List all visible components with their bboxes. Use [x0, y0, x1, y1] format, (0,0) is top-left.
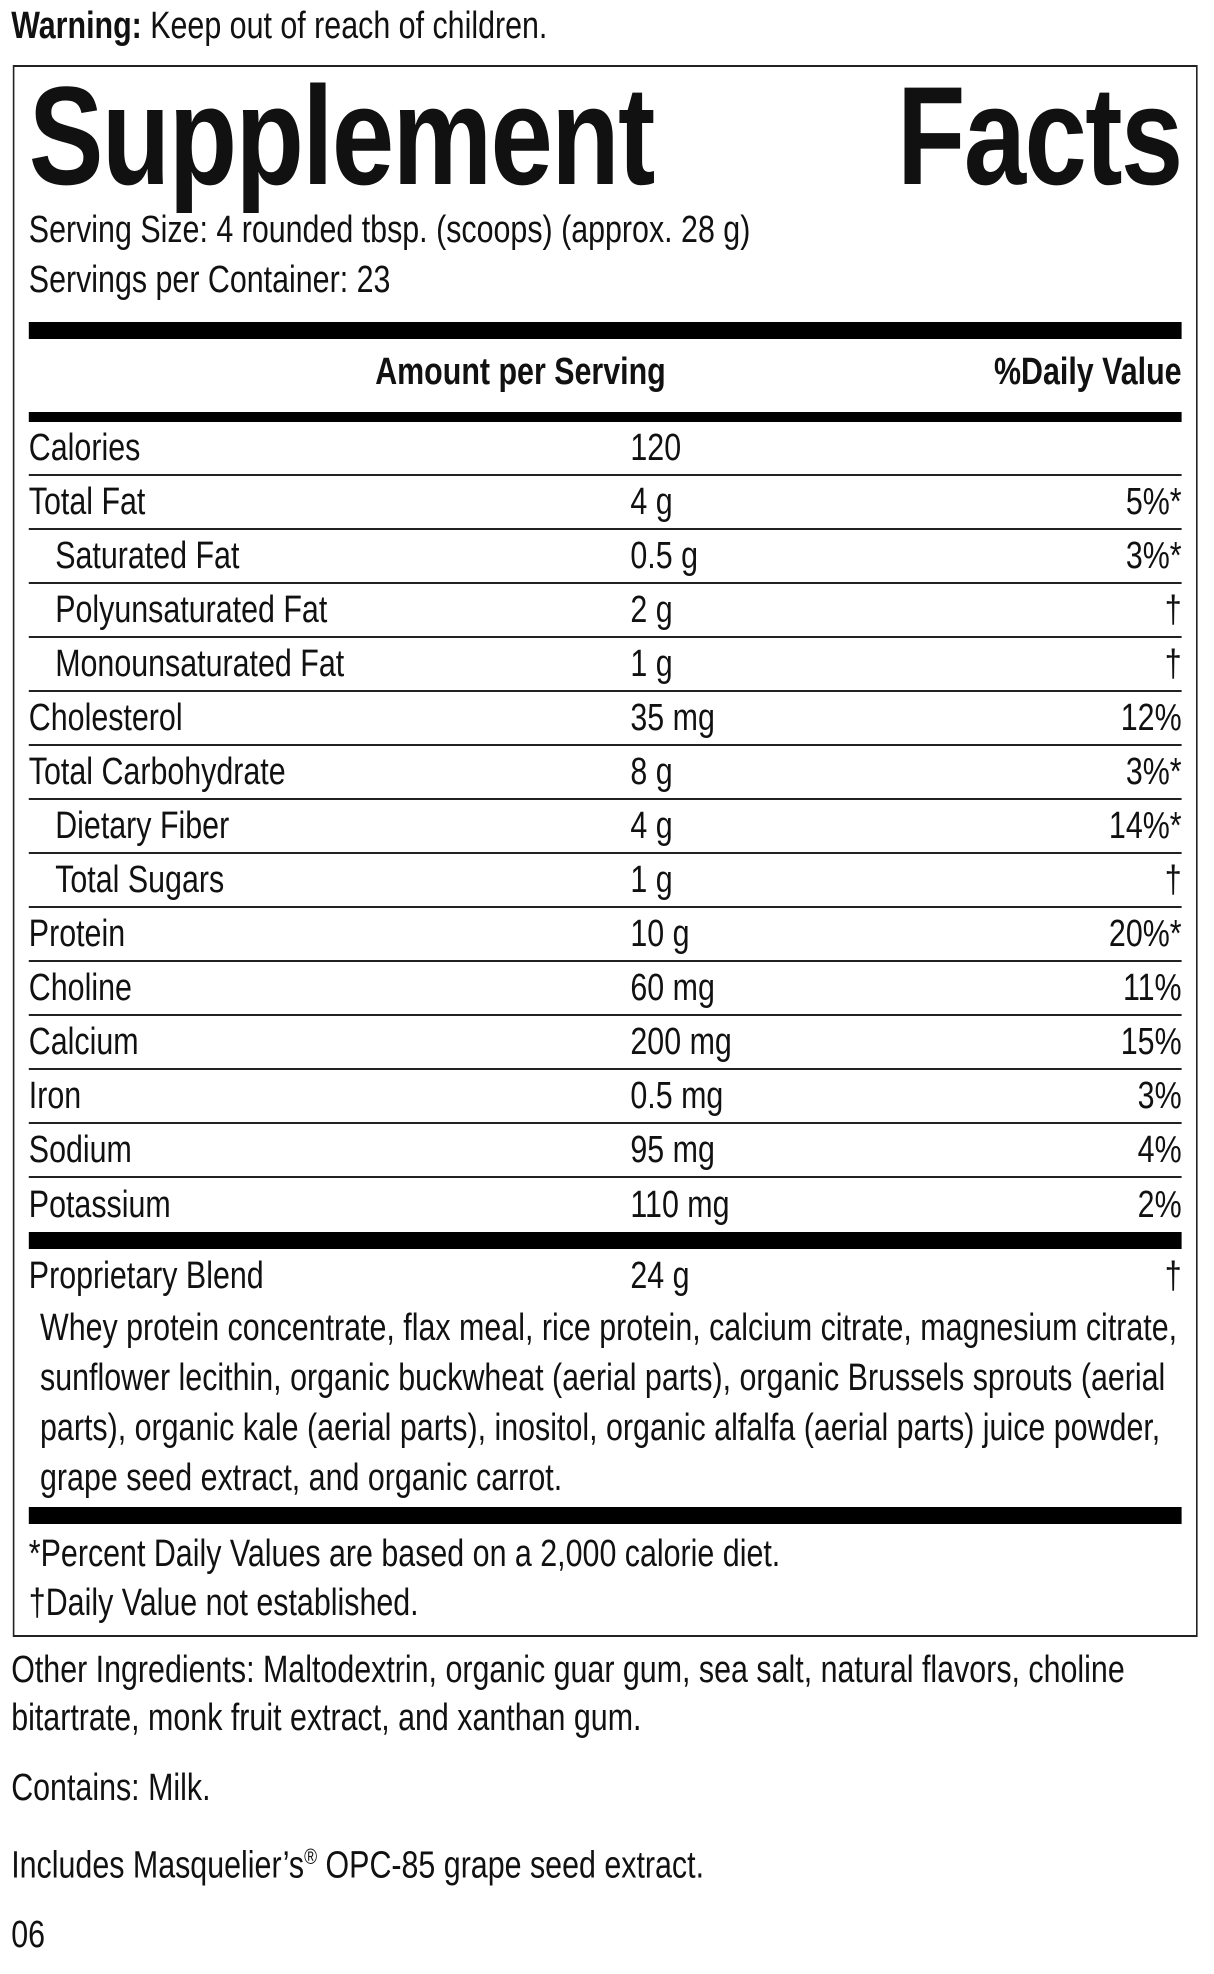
header-row: Amount per Serving %Daily Value — [29, 339, 1182, 405]
nutrient-name: Choline — [28, 966, 132, 1009]
nutrient-name: Iron — [28, 1074, 82, 1117]
nutrient-row: Monounsaturated Fat 1 g † — [28, 638, 1182, 692]
amount: 8 g — [630, 750, 673, 793]
nutrient-name: Cholesterol — [28, 696, 183, 739]
amount: 35 mg — [630, 696, 715, 739]
amount: 95 mg — [630, 1128, 715, 1171]
amount: 2 g — [630, 588, 673, 631]
amount: 4 g — [630, 804, 673, 847]
blend-ingredients: Whey protein concentrate, flax meal, ric… — [40, 1307, 1178, 1499]
daily-value: 20%* — [1108, 912, 1182, 955]
nutrient-row: Calories 120 — [28, 422, 1182, 476]
nutrient-rows: Calories 120 Total Fat 4 g 5%* Saturated Fat 0… — [28, 422, 1182, 1232]
nutrient-row: Total Carbohydrate 8 g 3%* — [28, 746, 1182, 800]
daily-value: 2% — [1137, 1183, 1182, 1226]
warning-label: Warning: — [11, 5, 142, 47]
footnote: *Percent Daily Values are based on a 2,0… — [28, 1533, 781, 1575]
thick-rule — [28, 1232, 1182, 1249]
daily-value: 4% — [1137, 1128, 1182, 1171]
nutrient-row: Total Sugars 1 g † — [28, 854, 1182, 908]
nutrient-name: Calcium — [28, 1020, 139, 1063]
amount-header: Amount per Serving — [375, 350, 666, 393]
nutrient-row: Polyunsaturated Fat 2 g † — [28, 584, 1182, 638]
nutrient-name: Calories — [28, 426, 141, 469]
nutrient-row: Total Fat 4 g 5%* — [28, 476, 1182, 530]
amount: 110 mg — [630, 1183, 730, 1226]
amount: 1 g — [630, 642, 673, 685]
footnote: †Daily Value not established. — [28, 1582, 419, 1624]
daily-value: † — [1164, 642, 1182, 685]
blend-row: Proprietary Blend 24 g † — [29, 1249, 1182, 1303]
nutrient-name: Saturated Fat — [55, 534, 240, 577]
daily-value: 5%* — [1125, 480, 1182, 523]
amount: 120 — [630, 426, 682, 469]
amount: 1 g — [630, 858, 673, 901]
daily-value: 3% — [1137, 1074, 1182, 1117]
contains: Contains: Milk. — [11, 1767, 211, 1809]
nutrient-row: Calcium 200 mg 15% — [28, 1016, 1182, 1070]
nutrient-row: Dietary Fiber 4 g 14%* — [28, 800, 1182, 854]
warning: Warning: Keep out of reach of children. — [0, 0, 1214, 52]
other-ingredients: Other Ingredients: Maltodextrin, organic… — [11, 1649, 1125, 1739]
nutrient-row: Protein 10 g 20%* — [28, 908, 1182, 962]
includes: Includes Masquelier’s® OPC-85 grape seed… — [0, 1833, 1214, 1890]
thick-rule — [28, 322, 1182, 339]
nutrient-row: Potassium 110 mg 2% — [29, 1178, 1182, 1232]
amount: 200 mg — [630, 1020, 732, 1063]
nutrient-row: Choline 60 mg 11% — [28, 962, 1182, 1016]
registered-mark: ® — [304, 1844, 318, 1869]
daily-value: 14%* — [1108, 804, 1182, 847]
facts-panel: Supplement Facts Serving Size: 4 rounded… — [12, 57, 1198, 1637]
daily-value: 3%* — [1125, 750, 1182, 793]
daily-value-header: %Daily Value — [994, 350, 1182, 393]
serving-size: Serving Size: 4 rounded tbsp. (scoops) (… — [28, 209, 751, 251]
daily-value: † — [1164, 588, 1182, 631]
thick-rule — [28, 1507, 1182, 1524]
amount: 0.5 g — [630, 534, 699, 577]
servings-per-container: Servings per Container: 23 — [28, 259, 391, 301]
nutrient-name: Total Fat — [28, 480, 146, 523]
warning-text: Keep out of reach of children. — [150, 5, 548, 47]
nutrient-name: Potassium — [28, 1183, 171, 1226]
nutrient-name: Total Carbohydrate — [28, 750, 286, 793]
amount: 10 g — [630, 912, 690, 955]
daily-value: 12% — [1120, 696, 1182, 739]
includes-text: Includes Masquelier’s — [11, 1844, 305, 1887]
nutrient-name: Monounsaturated Fat — [55, 642, 345, 685]
daily-value: 15% — [1120, 1020, 1182, 1063]
daily-value: 3%* — [1125, 534, 1182, 577]
code: 06 — [11, 1913, 46, 1956]
nutrient-name: Protein — [28, 912, 126, 955]
nutrient-row: Saturated Fat 0.5 g 3%* — [28, 530, 1182, 584]
amount: 4 g — [630, 480, 673, 523]
daily-value: † — [1164, 858, 1182, 901]
nutrient-row: Sodium 95 mg 4% — [28, 1124, 1182, 1178]
nutrient-name: Sodium — [28, 1128, 132, 1171]
amount: 24 g — [630, 1254, 690, 1297]
includes-text: OPC-85 grape seed extract. — [317, 1844, 705, 1887]
nutrient-row: Cholesterol 35 mg 12% — [28, 692, 1182, 746]
nutrient-name: Proprietary Blend — [28, 1254, 264, 1297]
nutrient-row: Iron 0.5 mg 3% — [28, 1070, 1182, 1124]
daily-value: 11% — [1123, 966, 1182, 1009]
medium-rule — [28, 412, 1182, 422]
daily-value: † — [1164, 1254, 1182, 1297]
nutrient-name: Total Sugars — [55, 858, 225, 901]
nutrient-name: Dietary Fiber — [55, 804, 230, 847]
amount: 0.5 mg — [630, 1074, 724, 1117]
nutrient-name: Polyunsaturated Fat — [55, 588, 328, 631]
title: Supplement Facts — [28, 57, 1183, 214]
amount: 60 mg — [630, 966, 715, 1009]
